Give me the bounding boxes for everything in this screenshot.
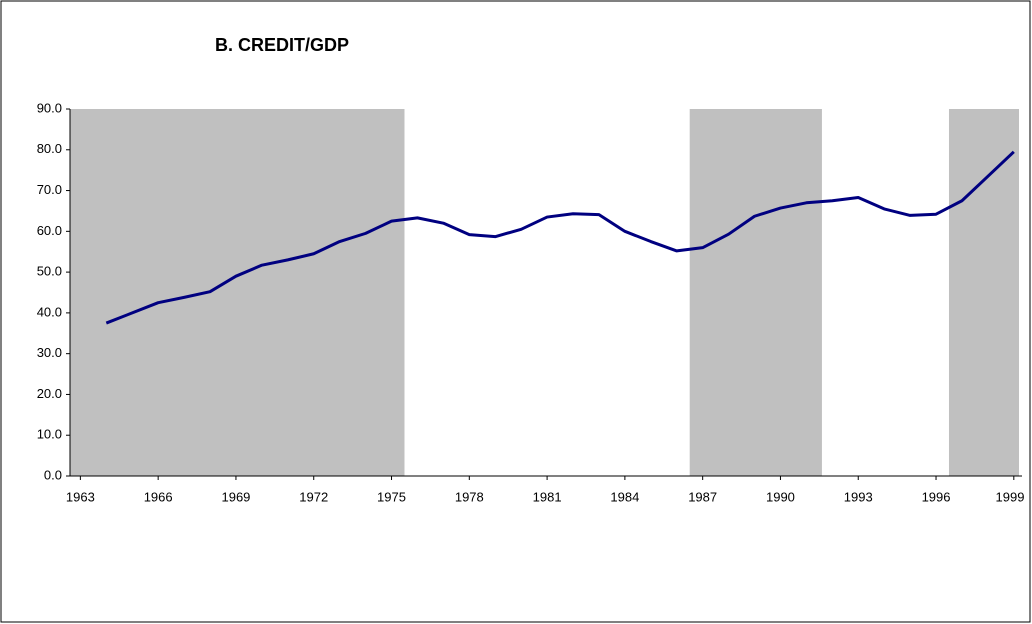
x-tick-label: 1987: [688, 489, 717, 504]
y-tick-label: 40.0: [37, 304, 62, 319]
x-tick-label: 1972: [299, 489, 328, 504]
chart-title: B. CREDIT/GDP: [215, 35, 349, 55]
y-tick-label: 80.0: [37, 141, 62, 156]
x-tick-label: 1969: [221, 489, 250, 504]
shaded-region: [689, 109, 822, 476]
y-tick-label: 0.0: [44, 467, 62, 482]
x-tick-label: 1999: [996, 489, 1025, 504]
x-tick-label: 1984: [610, 489, 639, 504]
x-tick-label: 1990: [766, 489, 795, 504]
shaded-region: [948, 109, 1019, 476]
shaded-region: [70, 109, 405, 476]
x-tick-label: 1978: [455, 489, 484, 504]
x-tick-label: 1981: [533, 489, 562, 504]
data-line: [105, 150, 1015, 325]
x-tick-label: 1996: [922, 489, 951, 504]
x-tick-label: 1975: [377, 489, 406, 504]
y-tick-label: 30.0: [37, 345, 62, 360]
y-tick-label: 90.0: [37, 100, 62, 115]
y-tick-label: 50.0: [37, 264, 62, 279]
y-tick-label: 20.0: [37, 386, 62, 401]
x-tick-label: 1963: [66, 489, 95, 504]
x-tick-label: 1966: [144, 489, 173, 504]
y-tick-label: 10.0: [37, 427, 62, 442]
y-tick-label: 70.0: [37, 182, 62, 197]
shaded-regions: [70, 109, 1019, 476]
y-tick-label: 60.0: [37, 223, 62, 238]
x-tick-label: 1993: [844, 489, 873, 504]
